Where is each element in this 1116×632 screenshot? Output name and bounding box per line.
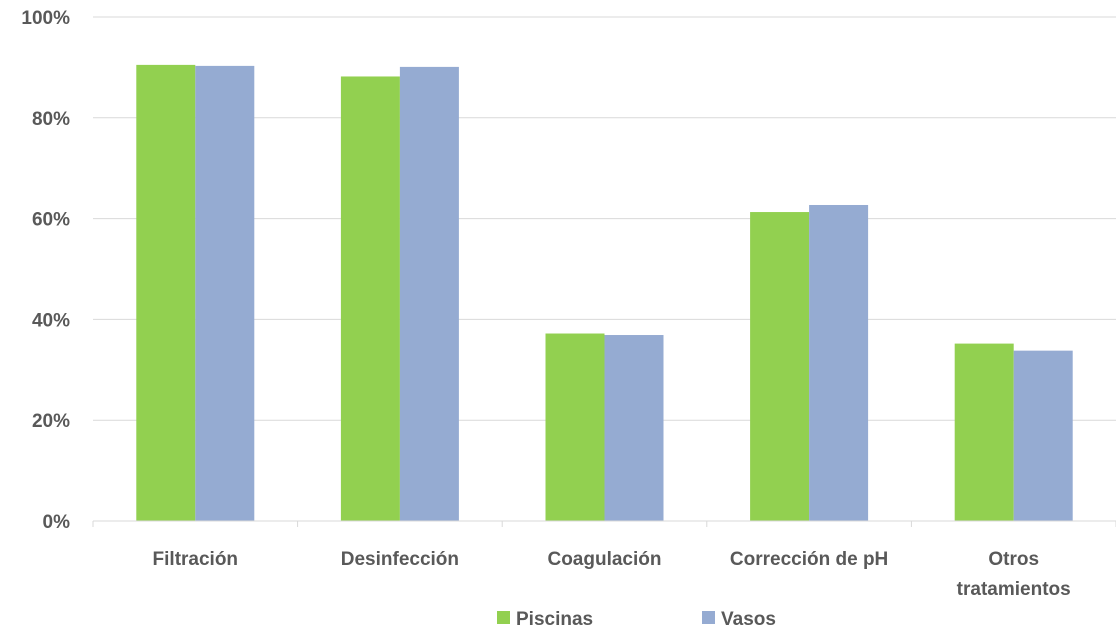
y-tick-label: 100%: [21, 8, 70, 29]
category-label: tratamientos: [957, 579, 1071, 600]
y-tick-label: 60%: [32, 210, 70, 231]
bar-vasos-0: [195, 65, 255, 521]
category-label: Otros: [988, 549, 1039, 570]
category-label: Desinfección: [341, 549, 459, 570]
y-tick-label: 80%: [32, 109, 70, 130]
legend-swatch-vasos: [702, 611, 715, 624]
legend-label-piscinas: Piscinas: [516, 609, 593, 630]
bar-vasos-2: [604, 335, 664, 521]
legend-label-vasos: Vasos: [721, 609, 776, 630]
bar-piscinas-0: [136, 64, 196, 521]
legend-swatch-piscinas: [497, 611, 510, 624]
bars: [136, 64, 1073, 522]
x-axis: [92, 520, 1116, 527]
bar-vasos-4: [1013, 350, 1073, 521]
category-label: Filtración: [153, 549, 239, 570]
bar-piscinas-4: [954, 343, 1014, 521]
y-tick-label: 40%: [32, 310, 70, 331]
y-tick-label: 20%: [32, 411, 70, 432]
bar-vasos-3: [809, 204, 869, 521]
bar-piscinas-3: [750, 212, 810, 521]
legend: Piscinas Vasos: [497, 609, 776, 630]
category-label: Corrección de pH: [730, 549, 888, 570]
category-label: Coagulación: [547, 549, 661, 570]
grid-lines: [93, 16, 1116, 421]
y-axis-ticks: 0% 20% 40% 60% 80% 100%: [21, 8, 70, 533]
x-axis-categories: Filtración Desinfección Coagulación Correcc…: [153, 549, 1071, 600]
bar-piscinas-2: [545, 333, 605, 521]
y-tick-label: 0%: [43, 512, 71, 533]
bar-vasos-1: [399, 66, 459, 522]
bar-piscinas-1: [340, 76, 400, 522]
